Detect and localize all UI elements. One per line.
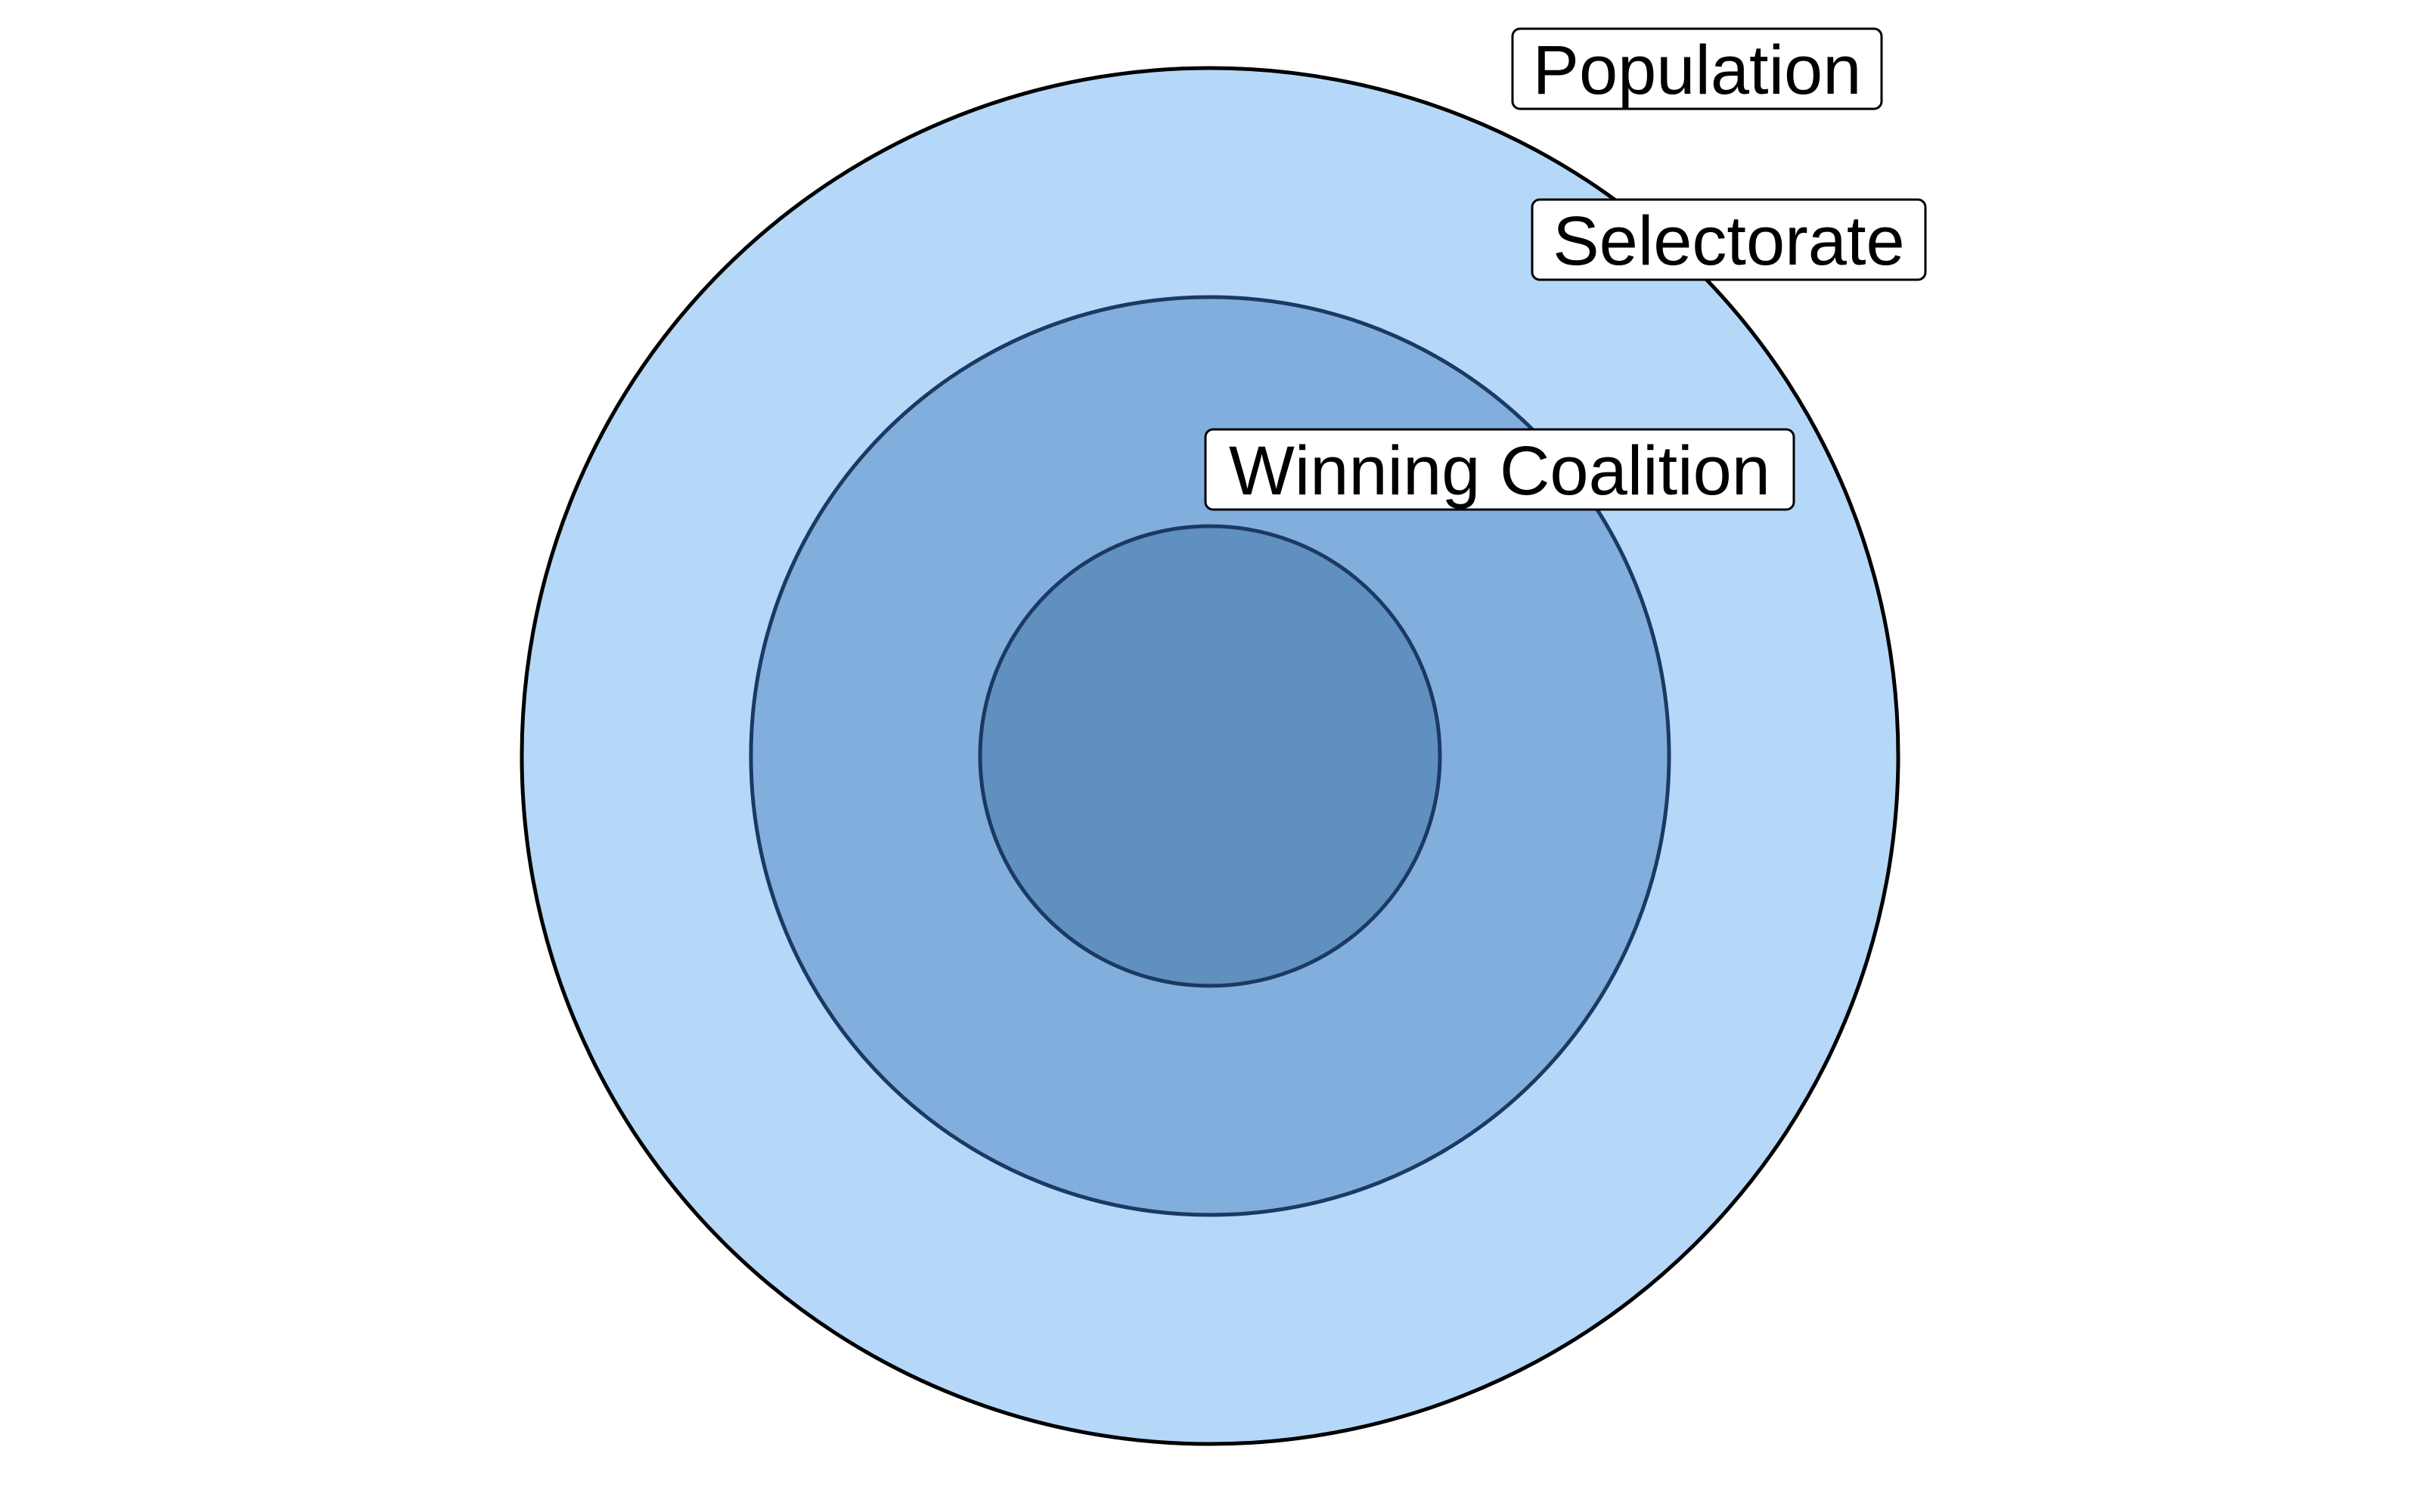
- winning-coalition-label-box: [1204, 428, 1795, 511]
- winning-coalition-label-text: Winning Coalition: [1229, 432, 1770, 510]
- population-label-text: Population: [1533, 32, 1862, 109]
- selectorate-label-text: Selectorate: [1553, 203, 1904, 280]
- population-label-box: [1511, 27, 1883, 110]
- population-label: Population: [1511, 27, 1883, 110]
- selectorate-label: Selectorate: [1531, 198, 1927, 281]
- winning-coalition-circle: [978, 524, 1442, 988]
- selectorate-label-box: [1531, 198, 1927, 281]
- winning-coalition-label: Winning Coalition: [1204, 428, 1795, 511]
